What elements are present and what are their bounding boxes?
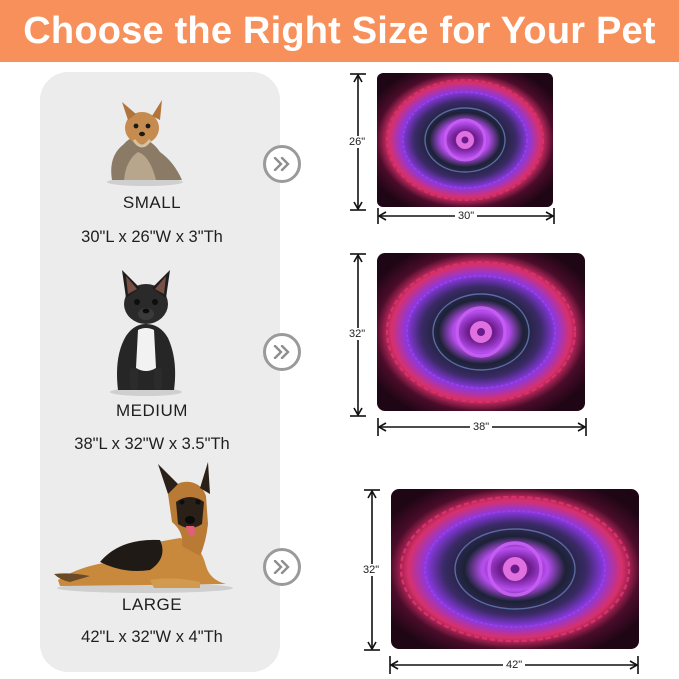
small-length-label: 30" [455,210,478,222]
medium-length-label: 38" [470,421,493,433]
french-bulldog-image [110,270,182,396]
size-medium-dimensions: 38"L x 32"W x 3.5"Th [74,435,230,453]
german-shepherd-image [54,462,233,593]
page-title: Choose the Right Size for Your Pet [23,9,656,52]
title-banner: Choose the Right Size for Your Pet [0,0,679,62]
double-chevron-right-icon [273,560,290,574]
arrow-small-button[interactable] [263,145,301,183]
size-large-label: LARGE [121,595,183,614]
bed-large-image [391,489,639,649]
arrow-large-button[interactable] [263,548,301,586]
large-length-label: 42" [503,659,526,671]
large-height-label: 32" [360,564,383,576]
size-large-dimensions: 42"L x 32"W x 4"Th [81,628,223,646]
bed-small-image [377,73,553,207]
double-chevron-right-icon [273,345,290,359]
yorkie-dog-image [107,100,183,186]
small-height-label: 26" [346,136,369,148]
medium-height-label: 32" [346,328,369,340]
arrow-medium-button[interactable] [263,333,301,371]
bed-medium-image [377,253,585,411]
size-small-dimensions: 30"L x 26"W x 3"Th [81,228,223,246]
size-medium-label: MEDIUM [116,401,188,420]
size-small-label: SMALL [122,193,182,212]
double-chevron-right-icon [273,157,290,171]
